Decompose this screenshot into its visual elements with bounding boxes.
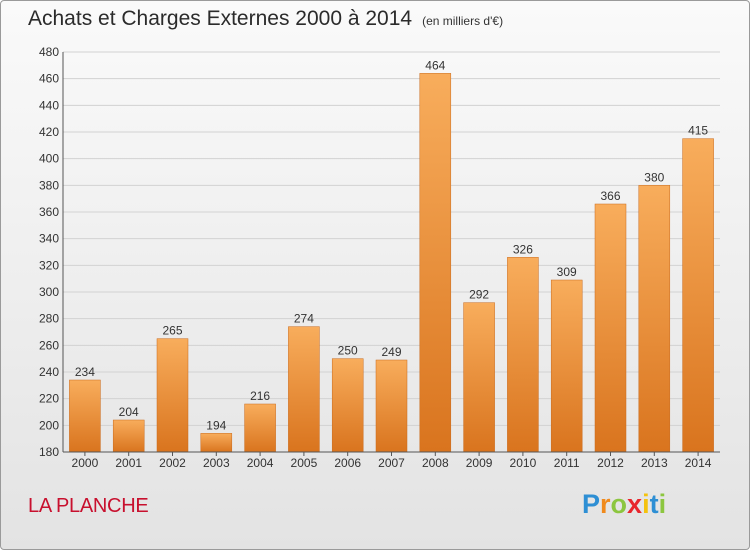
x-tick-label-2005: 2005 [291,456,318,470]
logo-letter: x [627,489,643,519]
value-label-2007: 249 [381,345,401,359]
bar-2005 [288,326,320,453]
y-tick-label: 400 [39,152,59,166]
y-tick-label: 180 [39,445,59,459]
y-tick-label: 220 [39,392,59,406]
value-label-2010: 326 [513,242,533,256]
y-tick-label: 480 [39,45,59,59]
logo-letter: i [642,489,650,519]
y-tick-label: 280 [39,312,59,326]
x-tick-label-2008: 2008 [422,456,449,470]
logo-letter: P [582,489,601,519]
logo-letter: i [658,489,667,519]
bar-2006 [331,358,364,453]
bars [69,73,714,453]
bar-2007 [375,359,408,453]
y-tick-label: 340 [39,232,59,246]
y-tick-label: 320 [39,258,59,272]
value-label-2001: 204 [119,405,139,419]
x-tick-label-2014: 2014 [685,456,712,470]
x-tick-label-2004: 2004 [247,456,274,470]
bar-2003 [200,433,233,453]
value-label-2009: 292 [469,288,489,302]
x-tick-label-2006: 2006 [334,456,361,470]
x-tick-label-2010: 2010 [510,456,537,470]
value-label-2004: 216 [250,389,270,403]
value-label-2002: 265 [162,324,182,338]
chart-title-text: Achats et Charges Externes 2000 à 2014 [28,7,413,30]
bar-2008 [419,73,452,453]
y-tick-label: 460 [39,72,59,86]
logo-letter: t [649,489,659,519]
x-tick-label-2001: 2001 [115,456,142,470]
bar-2010 [507,257,539,453]
x-tick-label-2003: 2003 [203,456,230,470]
y-tick-label: 360 [39,205,59,219]
y-tick-label: 240 [39,365,59,379]
value-label-2006: 250 [338,344,358,358]
x-tick-label-2012: 2012 [597,456,624,470]
value-label-2011: 309 [557,265,577,279]
chart-title: Achats et Charges Externes 2000 à 2014 (e… [28,7,503,31]
bar-2004 [244,403,276,453]
y-tick-label: 260 [39,338,59,352]
x-tick-label-2000: 2000 [72,456,99,470]
x-tick-label-2009: 2009 [466,456,493,470]
labels: 180 200 220 240 260 280 300 320 340 360 380 400 420 4… [39,45,712,470]
logo-letter: o [610,489,628,519]
y-tick-label: 200 [39,418,59,432]
value-label-2005: 274 [294,312,314,326]
bar-2011 [550,279,583,453]
place-name: LA PLANCHE [28,495,149,517]
value-label-2008: 464 [425,58,445,72]
bar-2001 [112,419,145,453]
bar-2009 [463,302,495,453]
x-tick-label-2007: 2007 [378,456,405,470]
logo-letter: r [600,489,611,519]
bar-2013 [638,185,671,453]
bar-2000 [69,379,101,453]
bar-2002 [156,338,189,453]
value-label-2000: 234 [75,365,95,379]
y-tick-label: 420 [39,125,59,139]
y-tick-label: 300 [39,285,59,299]
proxiti-logo: Proxiti [582,489,666,520]
value-label-2013: 380 [644,170,664,184]
y-tick-label: 440 [39,98,59,112]
y-tick-label: 380 [39,178,59,192]
axes [62,52,720,456]
x-tick-label-2013: 2013 [641,456,668,470]
value-label-2014: 415 [688,124,708,138]
x-tick-label-2002: 2002 [159,456,186,470]
value-label-2003: 194 [206,418,226,432]
bar-2014 [682,138,714,453]
chart-unit: (en milliers d'€) [422,14,504,28]
value-label-2012: 366 [600,189,620,203]
bar-2012 [594,203,627,453]
x-tick-label-2011: 2011 [554,456,580,470]
